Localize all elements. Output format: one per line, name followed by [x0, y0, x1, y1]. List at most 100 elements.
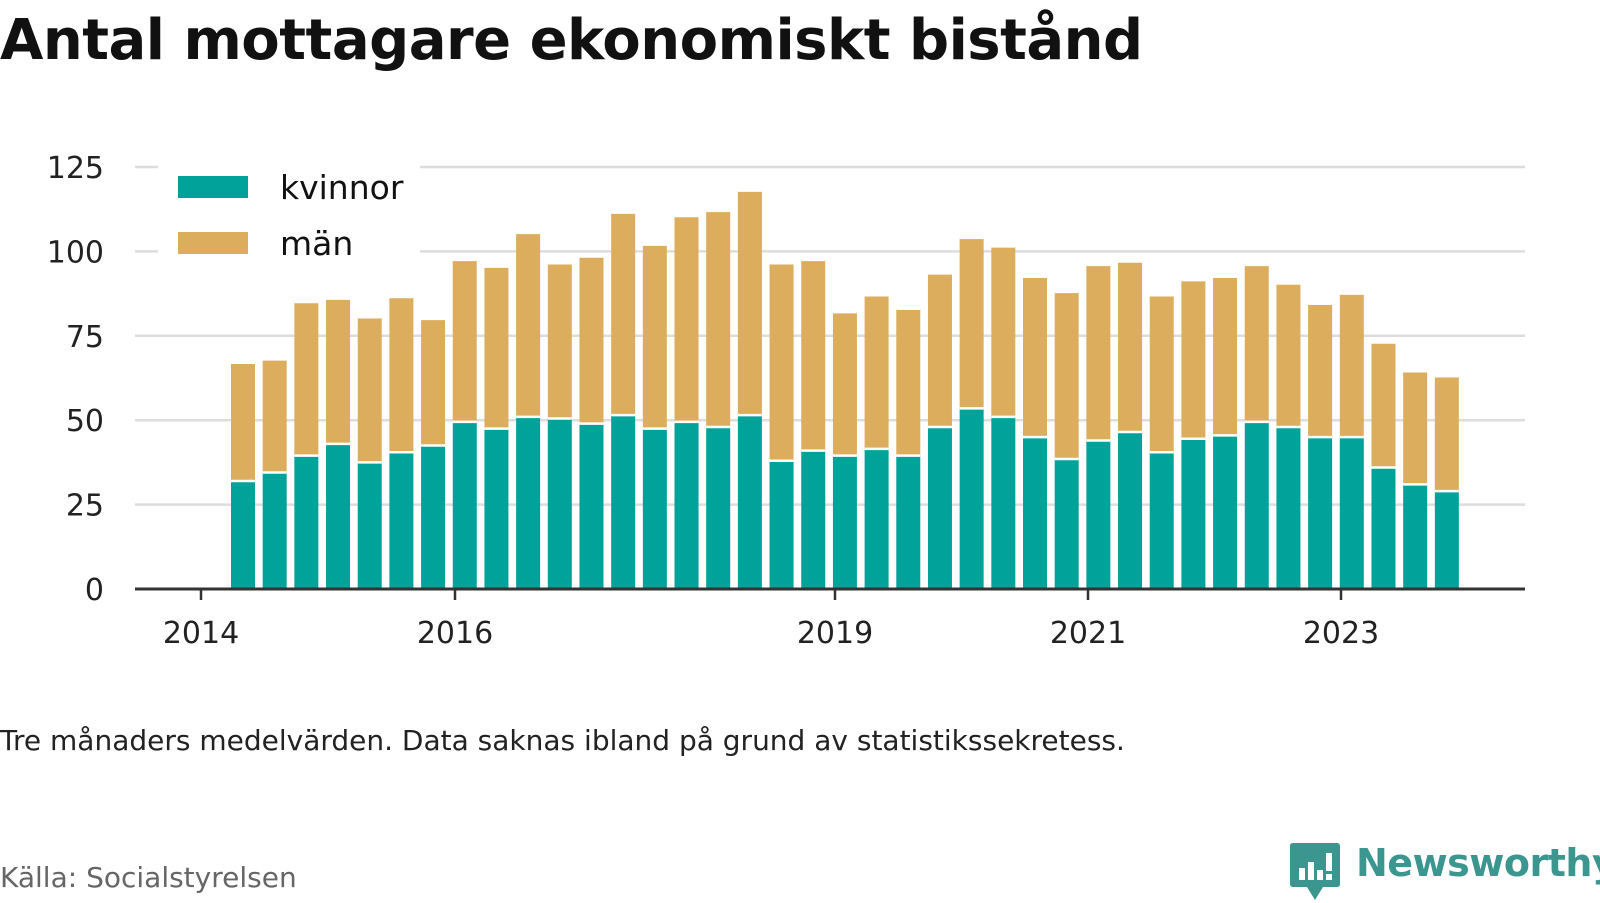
bar-man — [1403, 371, 1428, 485]
bar-kvinnor — [769, 460, 794, 589]
bar-kvinnor — [1339, 437, 1364, 589]
bar-man — [674, 215, 699, 422]
x-tick-label: 2019 — [797, 616, 873, 651]
bar-man — [294, 302, 319, 456]
bar-man — [611, 212, 636, 416]
bar-man — [326, 298, 351, 444]
bar-kvinnor — [706, 426, 731, 589]
bar-man — [516, 232, 541, 417]
bar-man — [547, 263, 572, 419]
bar-man — [896, 308, 921, 456]
bar-man — [642, 244, 667, 429]
bar-kvinnor — [1181, 438, 1206, 589]
bar-kvinnor — [1244, 421, 1269, 589]
bar-kvinnor — [1023, 437, 1047, 589]
bar-kvinnor — [927, 426, 952, 589]
bar-man — [452, 259, 477, 422]
bar-man — [389, 296, 414, 453]
bar-man — [801, 259, 826, 451]
bar-kvinnor — [1149, 452, 1174, 589]
bar-man — [959, 237, 984, 409]
legend-swatch-man — [178, 232, 248, 254]
y-tick-label: 75 — [66, 320, 104, 355]
bar-kvinnor — [832, 455, 857, 589]
chart-note: Tre månaders medelvärden. Data saknas ib… — [0, 724, 1125, 757]
bar-man — [1213, 276, 1238, 436]
bar-kvinnor — [1118, 432, 1143, 589]
bar-man — [421, 318, 446, 446]
bar-man — [769, 263, 794, 461]
bar-man — [1276, 283, 1301, 427]
bar-kvinnor — [357, 462, 382, 589]
bar-man — [1308, 303, 1333, 438]
bar-kvinnor — [579, 423, 604, 589]
bar-man — [1339, 293, 1364, 438]
bar-kvinnor — [1213, 435, 1238, 589]
bar-kvinnor — [801, 450, 826, 589]
bar-man — [231, 362, 255, 481]
bar-kvinnor — [1054, 459, 1079, 589]
bar-kvinnor — [326, 443, 351, 589]
bar-kvinnor — [1434, 491, 1459, 589]
x-tick-label: 2014 — [163, 616, 239, 651]
y-tick-label: 25 — [66, 489, 104, 524]
y-tick-label: 100 — [47, 235, 104, 270]
bars — [231, 189, 1459, 589]
x-tick-label: 2023 — [1303, 616, 1379, 651]
bar-man — [357, 317, 382, 463]
logo-wordmark: Newsworthy — [1356, 841, 1600, 885]
stacked-bar-chart: 0 25 50 75 100 125 2014 2016 2019 2021 2023 kvinno… — [47, 151, 1525, 651]
bar-man — [579, 256, 604, 424]
bar-man — [1054, 291, 1079, 460]
bar-man — [832, 312, 857, 456]
chart-title: Antal mottagare ekonomiskt bistånd — [0, 8, 1143, 73]
bar-kvinnor — [294, 455, 319, 589]
bar-kvinnor — [737, 415, 762, 589]
bar-kvinnor — [262, 472, 287, 589]
bar-kvinnor — [1403, 484, 1428, 589]
bar-kvinnor — [642, 428, 667, 589]
bar-man — [1434, 376, 1459, 492]
bar-kvinnor — [231, 480, 255, 589]
bar-man — [1023, 276, 1047, 438]
bar-man — [1086, 264, 1111, 441]
bar-kvinnor — [896, 455, 921, 589]
legend-label-man: män — [280, 224, 353, 263]
bar-kvinnor — [991, 416, 1016, 589]
y-tick-label: 125 — [47, 151, 104, 186]
bar-kvinnor — [484, 428, 509, 589]
bar-kvinnor — [516, 416, 541, 589]
bar-man — [991, 246, 1016, 417]
bar-kvinnor — [674, 421, 699, 589]
bar-man — [484, 266, 509, 429]
source-credit: Källa: Socialstyrelsen — [0, 861, 297, 894]
bar-kvinnor — [1371, 467, 1396, 589]
bar-man — [1371, 342, 1396, 468]
bar-kvinnor — [547, 418, 572, 589]
bar-man — [1118, 261, 1143, 433]
bar-kvinnor — [421, 445, 446, 589]
bar-kvinnor — [1276, 426, 1301, 589]
legend: kvinnor män — [158, 162, 420, 268]
bar-kvinnor — [389, 452, 414, 589]
bar-man — [1149, 295, 1174, 453]
newsworthy-speech-bubble-bar-icon — [1290, 843, 1340, 900]
bar-man — [706, 210, 731, 427]
bar-man — [864, 295, 889, 449]
bar-kvinnor — [1308, 437, 1333, 589]
bar-man — [737, 190, 762, 416]
bar-kvinnor — [1086, 440, 1111, 589]
axes: 0 25 50 75 100 125 2014 2016 2019 2021 2023 — [47, 151, 1525, 651]
y-tick-label: 0 — [85, 573, 104, 608]
bar-kvinnor — [452, 421, 477, 589]
newsworthy-logo[interactable]: Newsworthy — [1290, 841, 1600, 903]
legend-swatch-kvinnor — [178, 176, 248, 198]
y-tick-label: 50 — [66, 404, 104, 439]
bar-kvinnor — [864, 448, 889, 589]
bar-man — [927, 273, 952, 427]
x-tick-label: 2016 — [417, 616, 493, 651]
bar-kvinnor — [611, 415, 636, 589]
x-tick-label: 2021 — [1050, 616, 1126, 651]
bar-man — [262, 359, 287, 473]
legend-label-kvinnor: kvinnor — [280, 168, 404, 207]
